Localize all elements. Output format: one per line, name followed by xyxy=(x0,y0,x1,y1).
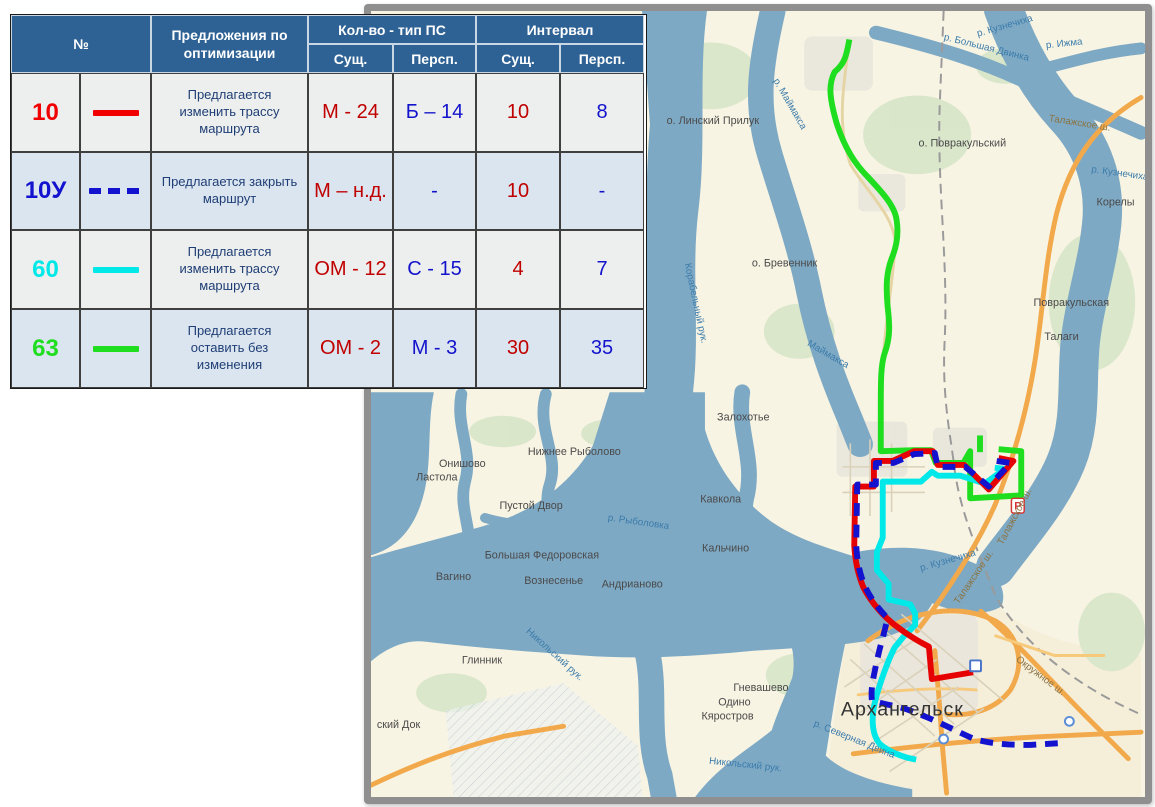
route-table: № Предложения по оптимизации Кол-во - ти… xyxy=(10,14,647,389)
poi-circle-icon xyxy=(1063,715,1075,727)
map-label-place: Залохотье xyxy=(717,412,769,424)
route-60-line xyxy=(869,464,1008,763)
map-label-place: Корелы xyxy=(1097,197,1135,209)
map-label-place: Кяростров xyxy=(701,710,753,722)
route-number: 63 xyxy=(11,309,80,388)
interval-perspective: 7 xyxy=(560,230,644,309)
qty-perspective: - xyxy=(393,152,476,230)
map-label-place: Ластола xyxy=(416,472,457,484)
route-number: 10 xyxy=(11,73,80,152)
route-line-sample xyxy=(80,152,151,230)
route-line-sample xyxy=(80,309,151,388)
col-header-number: № xyxy=(11,15,151,73)
proposal-text: Предлагается оставить без изменения xyxy=(151,309,308,388)
routes-layer xyxy=(827,38,1063,763)
map-label-place: Вагино xyxy=(436,571,471,583)
qty-existing: ОМ - 2 xyxy=(308,309,393,388)
proposal-text: Предлагается изменить трассу маршрута xyxy=(151,73,308,152)
qty-existing: М – н.д. xyxy=(308,152,393,230)
map-label-place: о. Бревенник xyxy=(752,257,818,269)
col-header-interval: Интервал xyxy=(476,15,644,44)
interval-existing: 10 xyxy=(476,73,560,152)
railway-line xyxy=(938,11,1142,716)
map-label-place: ский Док xyxy=(377,719,421,731)
route-line-sample xyxy=(80,230,151,309)
map-label-place: Гневашево xyxy=(733,682,788,694)
map-label-place: Большая Федоровская xyxy=(485,549,600,561)
map-label-city: Архангельск xyxy=(841,698,964,720)
map-label-place: Вознесенье xyxy=(524,575,583,587)
map-label-place: Одино xyxy=(718,697,750,709)
qty-existing: М - 24 xyxy=(308,73,393,152)
map-label-place: о. Линский Прилук xyxy=(667,115,760,127)
map-label-place: Андрианово xyxy=(602,579,663,591)
col-header-proposal: Предложения по оптимизации xyxy=(151,15,308,73)
route-63-line xyxy=(827,38,1025,502)
interval-perspective: - xyxy=(560,152,644,230)
proposal-text: Предлагается закрыть маршрут xyxy=(151,152,308,230)
route-line-sample xyxy=(80,73,151,152)
subheader-existing: Сущ. xyxy=(476,44,560,73)
city-streets xyxy=(842,439,1005,773)
subheader-existing: Сущ. xyxy=(308,44,393,73)
interval-existing: 10 xyxy=(476,152,560,230)
map-label-place: Талаги xyxy=(1044,331,1078,343)
route-10u-line xyxy=(853,450,1063,748)
qty-perspective: Б – 14 xyxy=(393,73,476,152)
map-icons: Р xyxy=(938,497,1075,745)
interval-perspective: 8 xyxy=(560,73,644,152)
route-number: 10У xyxy=(11,152,80,230)
qty-perspective: М - 3 xyxy=(393,309,476,388)
col-header-qty-type: Кол-во - тип ПС xyxy=(308,15,476,44)
poi-circle-icon xyxy=(938,733,950,745)
svg-text:Р: Р xyxy=(1014,501,1021,513)
map-label-water: р. Ижма xyxy=(1045,36,1083,51)
map-label-place: Пустой Двор xyxy=(499,500,562,512)
map-label-place: Кальчино xyxy=(702,542,749,554)
interval-existing: 4 xyxy=(476,230,560,309)
industrial-area xyxy=(445,683,643,797)
rivers xyxy=(454,11,1145,797)
parking-icon: Р xyxy=(1010,497,1025,514)
subheader-perspective: Персп. xyxy=(560,44,644,73)
proposal-text: Предлагается изменить трассу маршрута xyxy=(151,230,308,309)
map-label-place: Глинник xyxy=(462,654,503,666)
route-number: 60 xyxy=(11,230,80,309)
map-label-place: Нижнее Рыболово xyxy=(528,446,621,458)
qty-existing: ОМ - 12 xyxy=(308,230,393,309)
map-label-place: Онишово xyxy=(439,458,486,470)
subheader-perspective: Персп. xyxy=(393,44,476,73)
map-label-place: Кавкола xyxy=(700,493,741,505)
interval-perspective: 35 xyxy=(560,309,644,388)
map-label-place: Повракульская xyxy=(1034,297,1110,309)
route-10-line xyxy=(851,448,1017,683)
interval-existing: 30 xyxy=(476,309,560,388)
qty-perspective: С - 15 xyxy=(393,230,476,309)
map-label-place: о. Повракульский xyxy=(918,138,1006,150)
poi-square-icon xyxy=(969,659,982,673)
water-bodies xyxy=(371,11,1004,797)
